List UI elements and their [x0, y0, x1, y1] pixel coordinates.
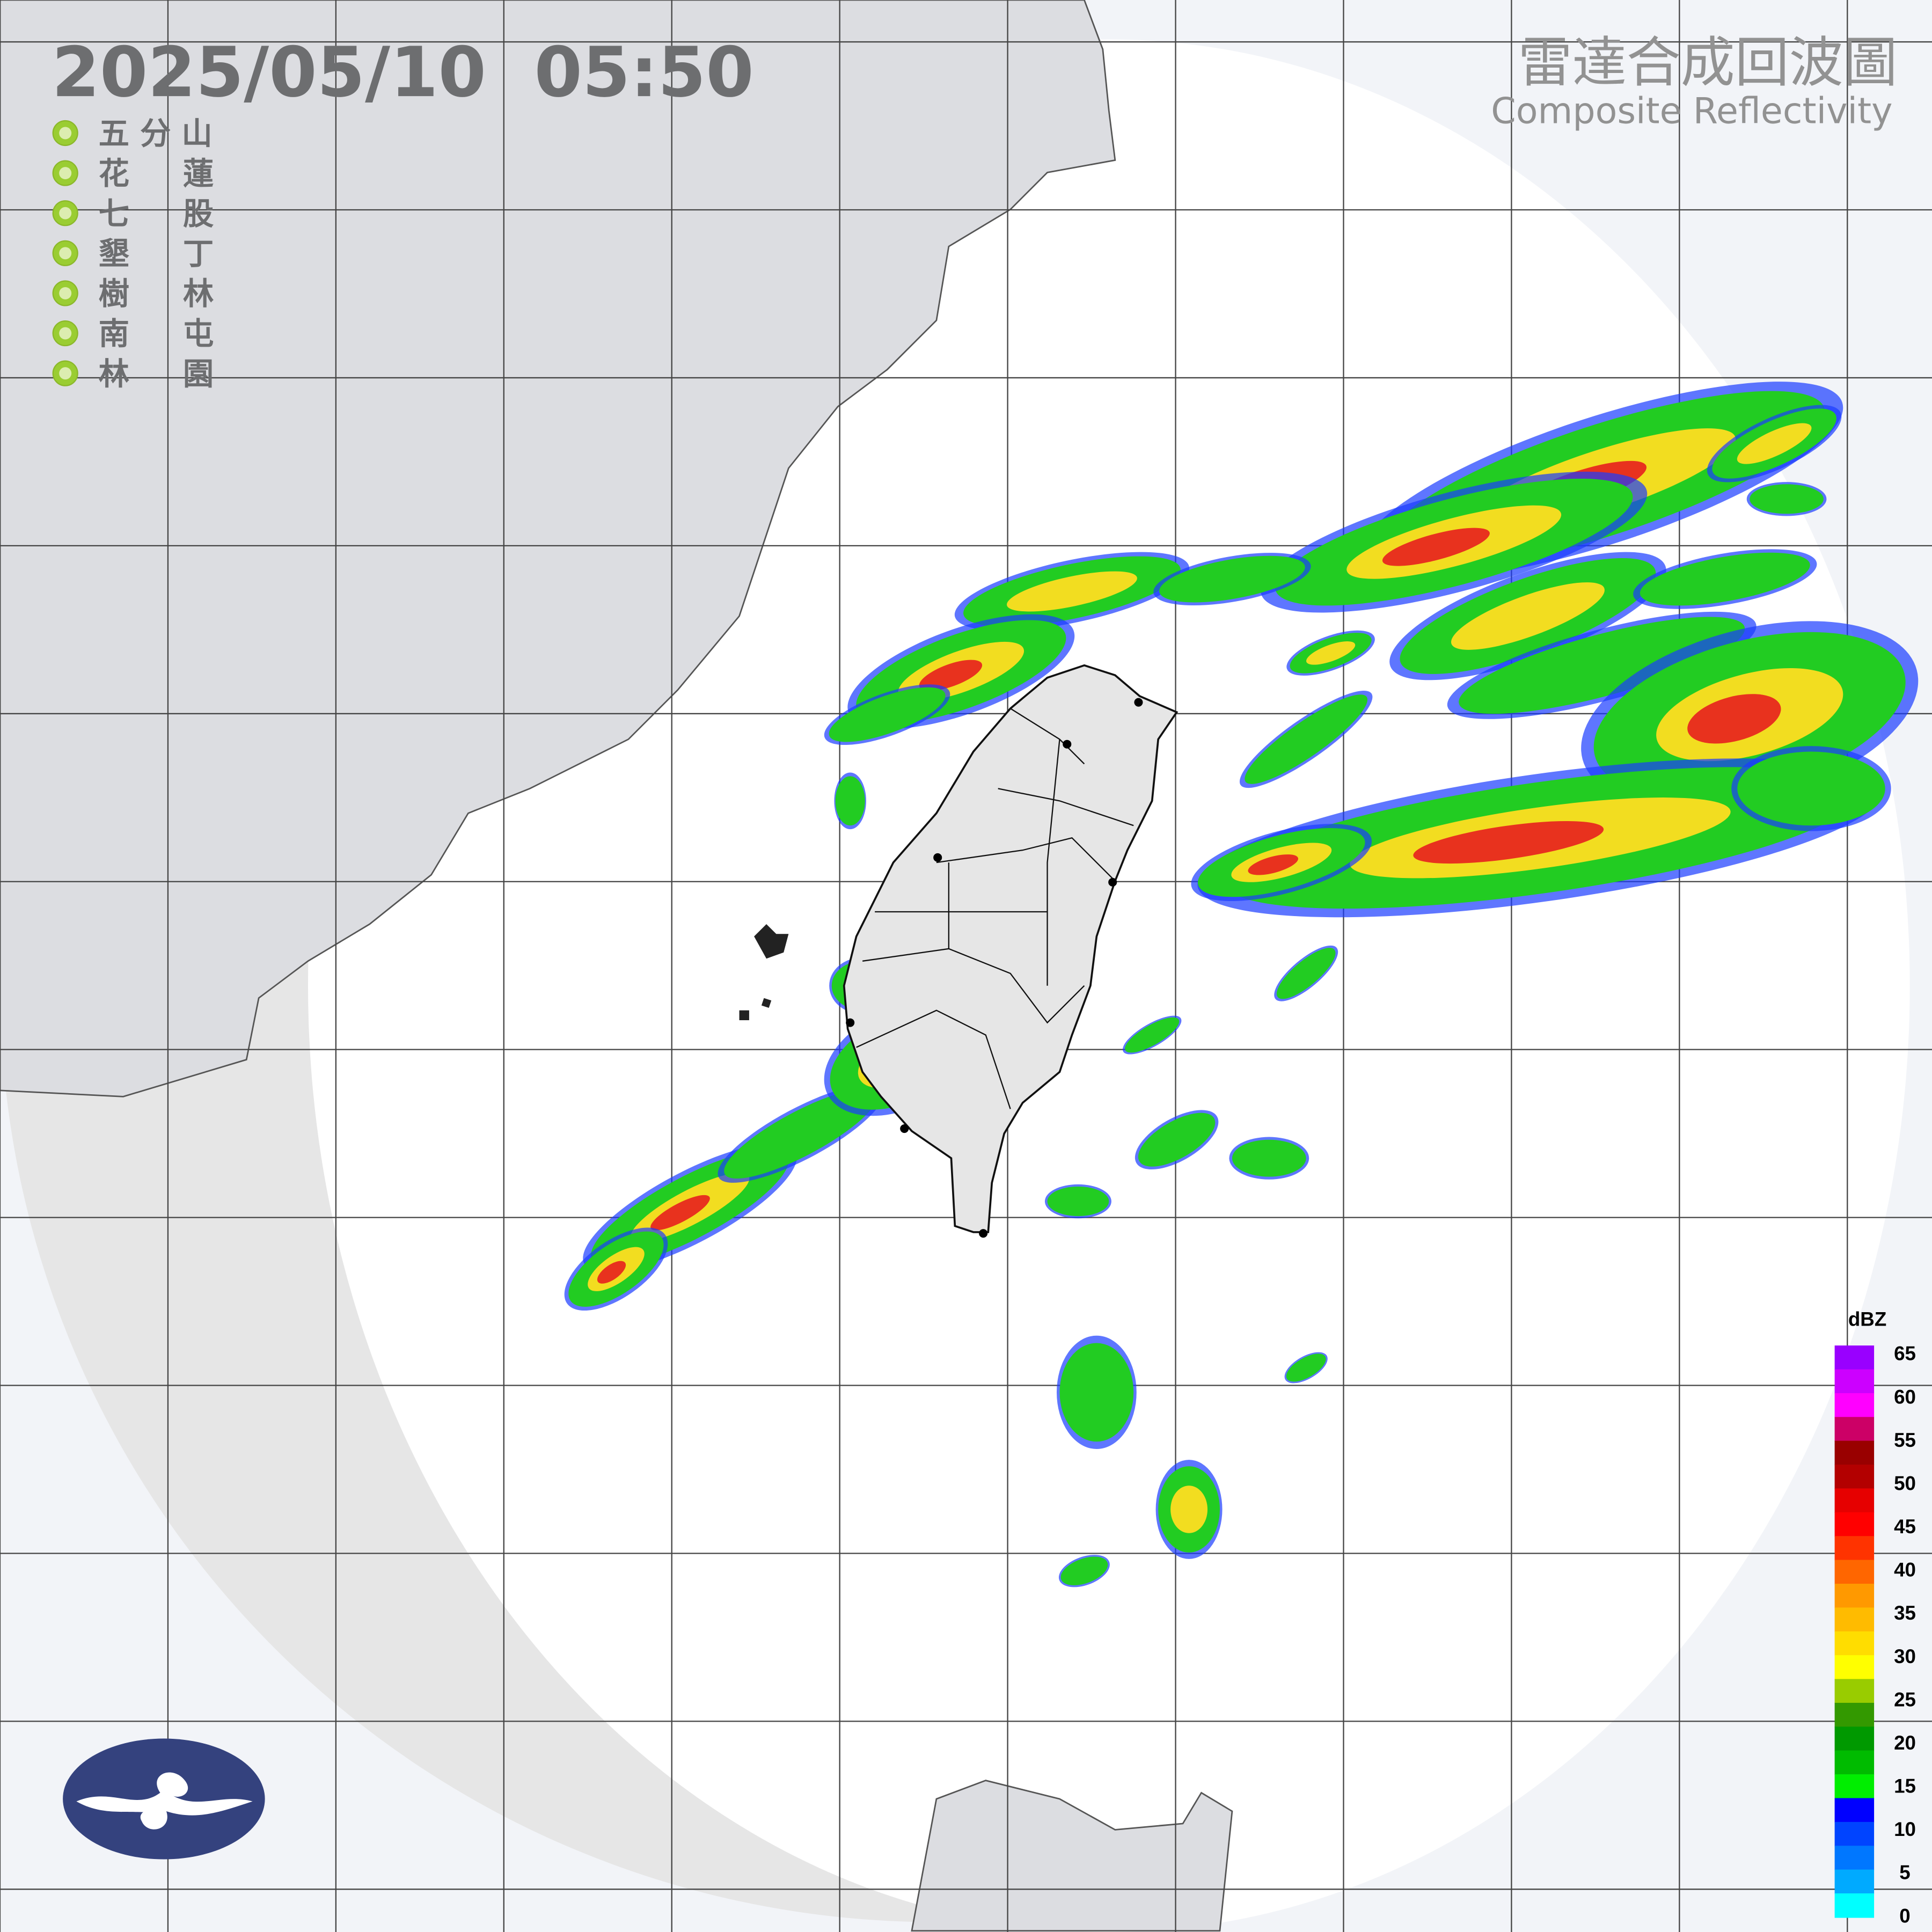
legend-tick-label: 65	[1894, 1343, 1916, 1365]
title-chinese: 雷達合成回波圖	[1518, 31, 1898, 94]
echo-moderate	[1750, 484, 1824, 514]
legend-color-step	[1834, 1631, 1875, 1656]
echo-moderate	[1138, 1113, 1216, 1167]
legend-tick-label: 40	[1894, 1559, 1916, 1581]
station-status-dot-highlight	[59, 167, 72, 180]
legend-color-step	[1834, 1369, 1875, 1394]
legend-color-step	[1834, 1726, 1875, 1751]
echo-moderate	[1125, 1017, 1180, 1053]
legend-color-step	[1834, 1465, 1875, 1489]
county-borders	[856, 708, 1134, 1109]
echo-moderate	[1060, 1556, 1108, 1585]
legend-tick-label: 20	[1894, 1732, 1916, 1754]
legend-color-step	[1834, 1702, 1875, 1728]
legend-tick-label: 15	[1894, 1775, 1916, 1797]
legend-color-step	[1834, 1345, 1875, 1370]
legend-color-step	[1834, 1536, 1875, 1561]
station-status-dot-highlight	[59, 287, 72, 299]
echo-moderate	[1640, 552, 1810, 606]
legend-color-step	[1834, 1560, 1875, 1585]
legend-color-step	[1834, 1512, 1875, 1537]
legend-color-step	[1834, 1488, 1875, 1513]
echo-strong	[1451, 582, 1605, 650]
penghu-islands	[739, 924, 789, 1021]
legend-tick-label: 30	[1894, 1645, 1916, 1667]
legend-color-step	[1834, 1893, 1875, 1918]
echo-moderate	[1459, 617, 1745, 714]
echo-moderate	[1286, 1353, 1326, 1382]
echo-moderate	[1059, 1343, 1134, 1442]
echo-intense	[1382, 528, 1490, 566]
philippines-land	[911, 1780, 1233, 1932]
legend-tick-label: 5	[1899, 1862, 1910, 1884]
legend-color-step	[1834, 1846, 1875, 1870]
station-list: 五 分 山花 蓮七 股墾 丁樹 林南 屯林 園	[52, 116, 214, 392]
radar-echoes	[564, 382, 1919, 1587]
legend-color-step	[1834, 1821, 1875, 1847]
legend-color-step	[1834, 1417, 1875, 1441]
legend-tick-label: 0	[1899, 1905, 1910, 1927]
cwa-logo	[63, 1738, 265, 1860]
legend-color-step	[1834, 1869, 1875, 1894]
station-name: 花 蓮	[99, 156, 214, 192]
china-coast	[0, 0, 1116, 1097]
legend-color-step	[1834, 1750, 1875, 1775]
station-name: 南 屯	[99, 316, 214, 352]
station-name: 樹 林	[99, 276, 214, 312]
echo-strong	[1737, 423, 1812, 464]
echo-intense	[1413, 821, 1604, 864]
echo-moderate	[1232, 1139, 1306, 1177]
station-name: 墾 丁	[99, 236, 214, 272]
title-english: Composite Reflectivity	[1491, 90, 1892, 132]
legend-tick-label: 50	[1894, 1472, 1916, 1494]
legend-color-step	[1834, 1774, 1875, 1799]
echo-moderate	[829, 687, 946, 742]
station-name: 五 分 山	[99, 116, 213, 152]
station-status-dot-highlight	[59, 127, 72, 140]
legend-tick-label: 25	[1894, 1688, 1916, 1710]
echo-moderate	[1047, 1186, 1109, 1217]
echo-moderate	[1737, 751, 1885, 826]
echo-strong	[1306, 641, 1356, 665]
legend-tick-label: 35	[1894, 1602, 1916, 1624]
echo-intense	[597, 1261, 626, 1284]
echo-moderate	[724, 1088, 878, 1179]
station-status-dot-highlight	[59, 367, 72, 380]
echo-moderate	[1276, 948, 1336, 999]
echo-intense	[650, 1195, 710, 1231]
echo-moderate	[1159, 555, 1305, 603]
legend-color-step	[1834, 1607, 1875, 1632]
station-status-dot-highlight	[59, 207, 72, 219]
legend-unit: dBZ	[1848, 1308, 1886, 1330]
legend-color-step	[1834, 1393, 1875, 1418]
echo-strong	[1170, 1485, 1208, 1533]
legend-color-step	[1834, 1584, 1875, 1608]
echo-strong	[1007, 571, 1137, 612]
legend-tick-label: 10	[1894, 1818, 1916, 1840]
station-status-dot-highlight	[59, 327, 72, 340]
echo-intense	[919, 660, 983, 691]
station-name: 林 園	[99, 356, 214, 392]
echo-intense	[1687, 694, 1781, 744]
legend-color-step	[1834, 1798, 1875, 1823]
radar-sites	[846, 698, 1143, 1238]
echo-intense	[1248, 854, 1298, 875]
station-status-dot-highlight	[59, 247, 72, 260]
legend-tick-label: 55	[1894, 1429, 1916, 1451]
timestamp: 2025/05/10 05:50	[52, 33, 753, 113]
echo-moderate	[835, 776, 865, 826]
legend-color-step	[1834, 1440, 1875, 1466]
legend-color-step	[1834, 1655, 1875, 1680]
echo-moderate	[1245, 694, 1368, 784]
legend-tick-label: 45	[1894, 1516, 1916, 1538]
legend-tick-label: 60	[1894, 1386, 1916, 1408]
legend-color-step	[1834, 1679, 1875, 1704]
station-name: 七 股	[99, 196, 214, 232]
